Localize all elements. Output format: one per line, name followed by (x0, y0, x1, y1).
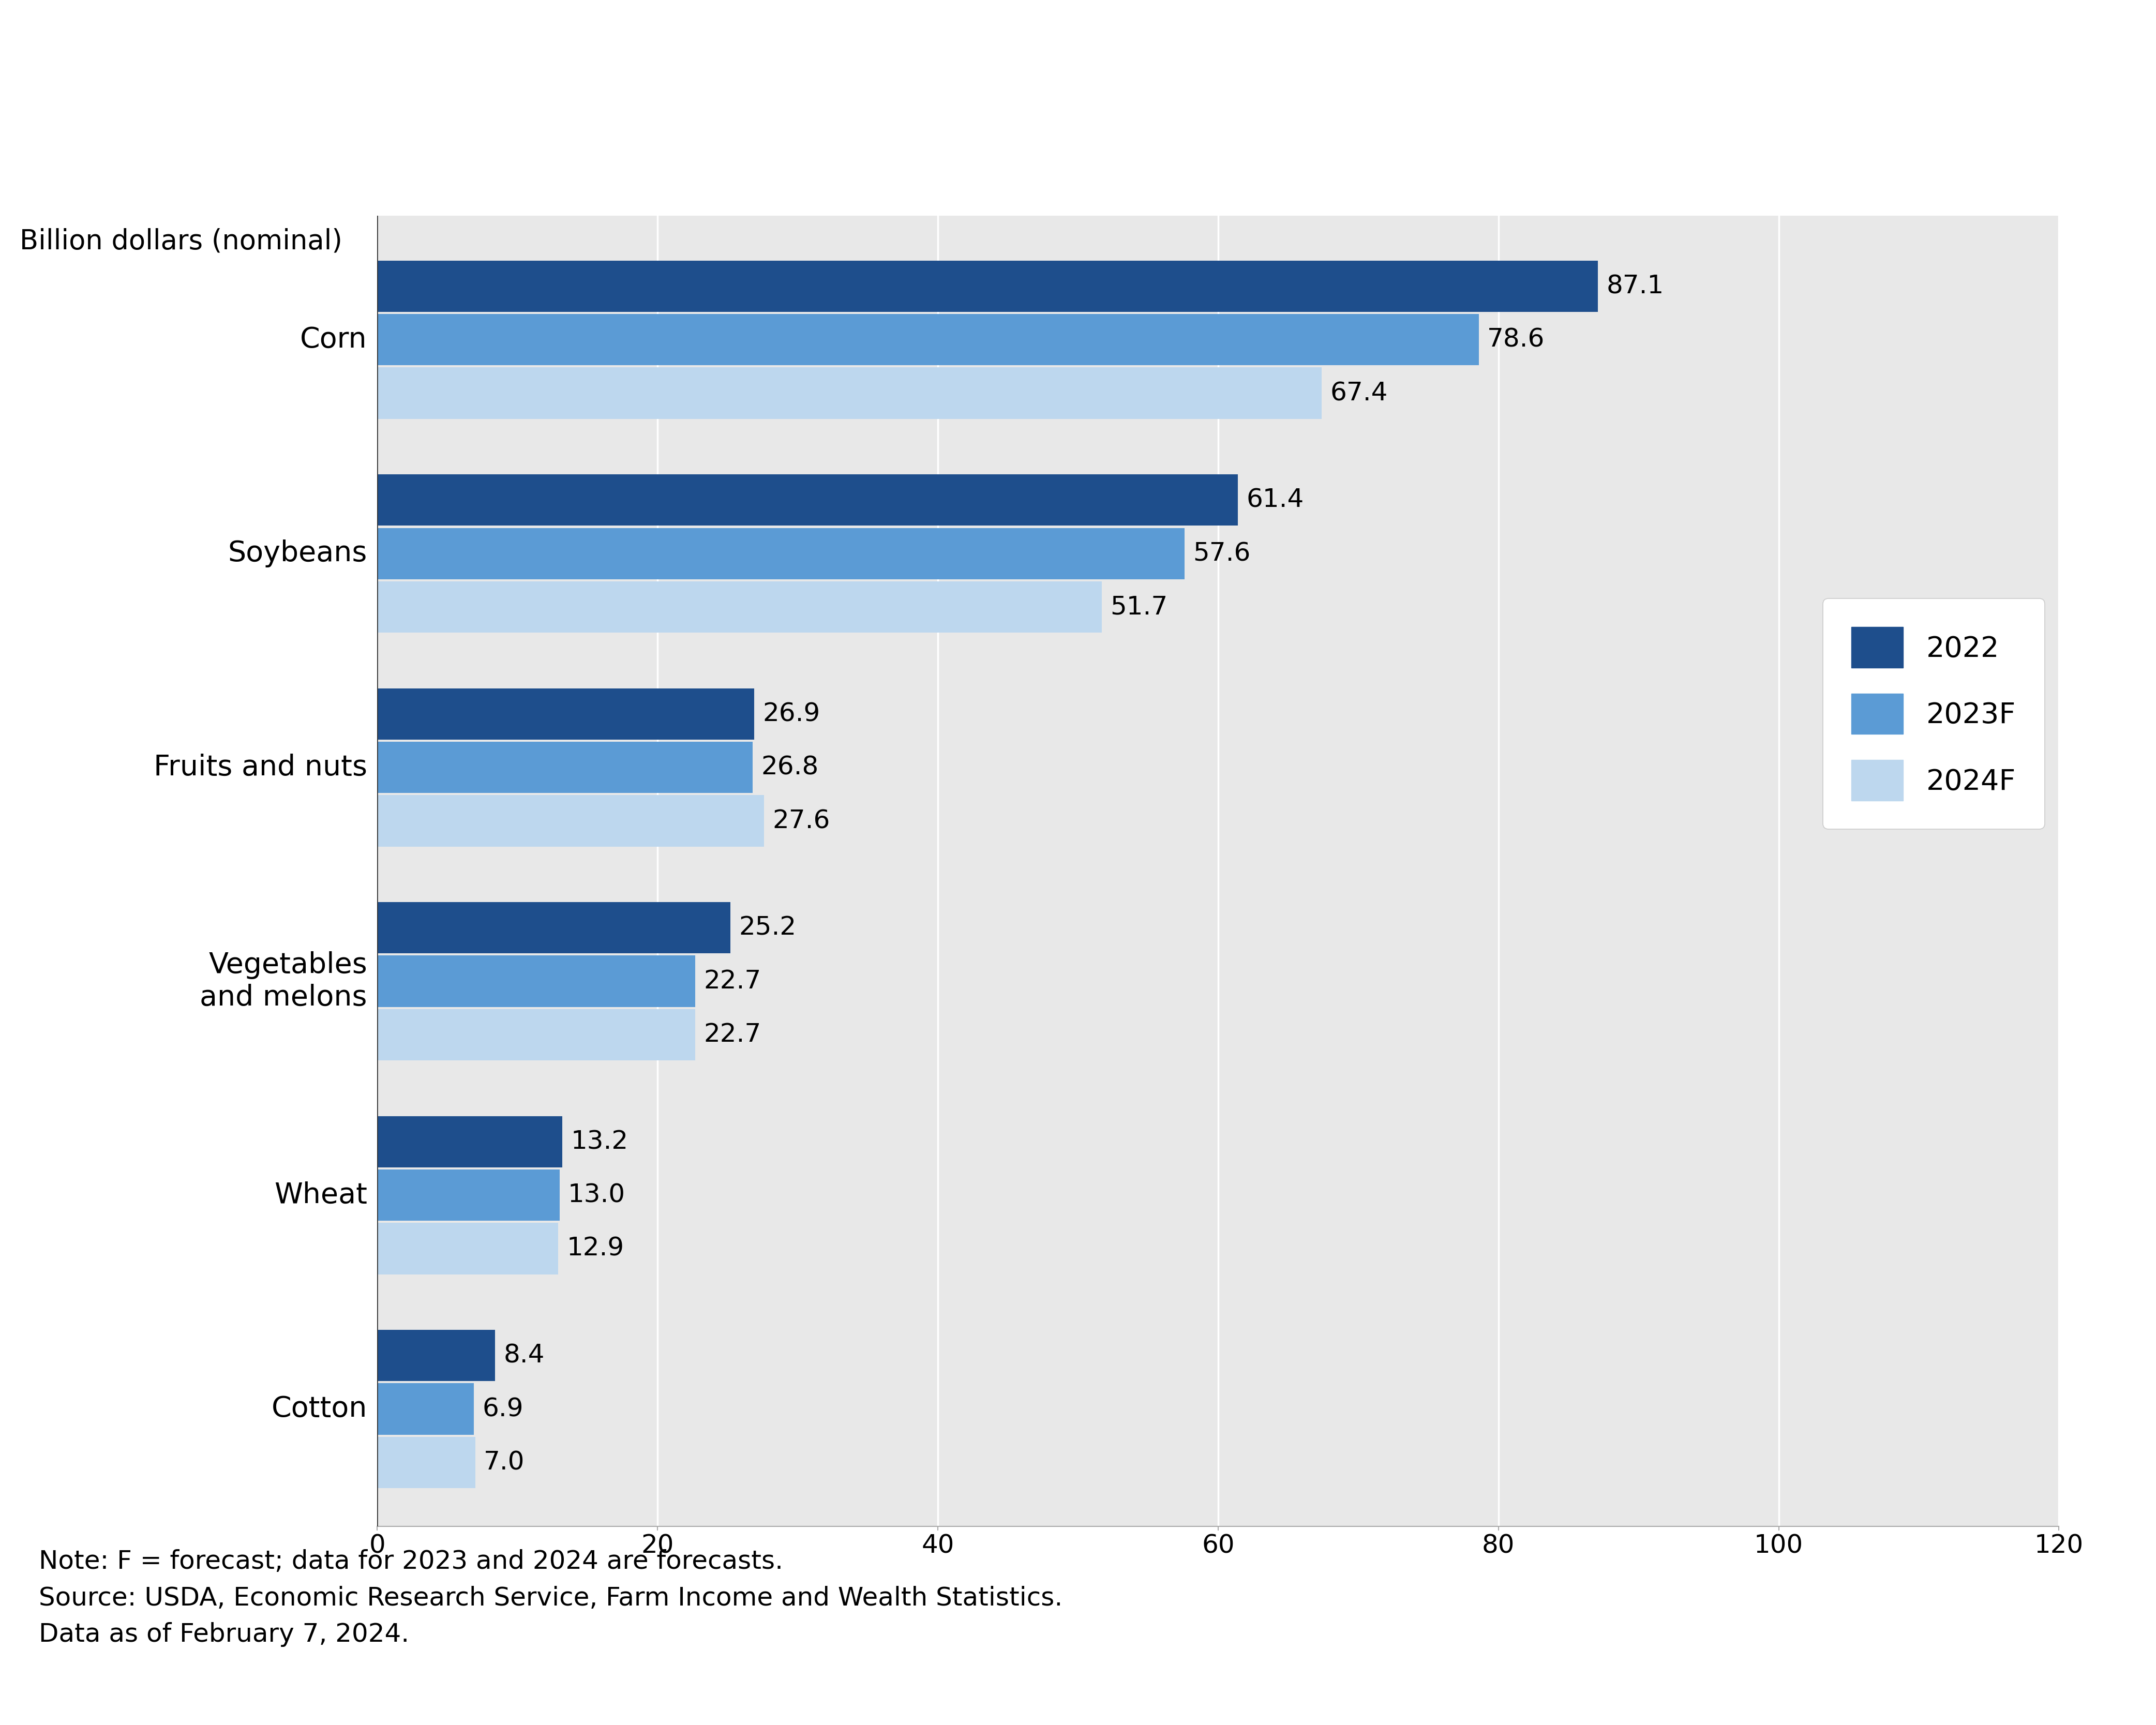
Bar (377, 795, 763, 847)
Bar (377, 1009, 696, 1061)
Text: 22.7: 22.7 (703, 1023, 761, 1047)
Bar (377, 902, 731, 954)
Text: 7.0: 7.0 (483, 1451, 524, 1475)
Text: 13.2: 13.2 (571, 1130, 627, 1154)
Text: 12.9: 12.9 (567, 1237, 623, 1261)
Bar (377, 1383, 474, 1435)
Bar (377, 314, 1479, 366)
Text: 27.6: 27.6 (772, 809, 830, 833)
Text: 26.8: 26.8 (761, 756, 819, 780)
Text: Note: F = forecast; data for 2023 and 2024 are forecasts.
Source: USDA, Economic: Note: F = forecast; data for 2023 and 20… (39, 1549, 1063, 1647)
Bar (377, 688, 755, 740)
Bar (377, 1330, 496, 1382)
Bar (377, 1223, 558, 1275)
Text: 61.4: 61.4 (1246, 488, 1304, 512)
Bar (377, 528, 1184, 580)
Bar (377, 581, 1102, 633)
Text: Billion dollars (nominal): Billion dollars (nominal) (19, 228, 343, 255)
Text: 87.1: 87.1 (1606, 274, 1664, 298)
Bar (377, 1437, 474, 1489)
Bar (377, 742, 752, 794)
Bar (377, 474, 1238, 526)
Text: U.S. cash receipts for selected crops, 2022–2024F: U.S. cash receipts for selected crops, 2… (39, 83, 1291, 126)
Text: 25.2: 25.2 (740, 916, 796, 940)
Bar (377, 1170, 561, 1221)
Text: 22.7: 22.7 (703, 969, 761, 994)
Text: 51.7: 51.7 (1110, 595, 1169, 619)
Text: 67.4: 67.4 (1330, 381, 1388, 405)
Legend: 2022, 2023F, 2024F: 2022, 2023F, 2024F (1822, 599, 2044, 830)
Bar (377, 260, 1598, 312)
Text: 13.0: 13.0 (567, 1183, 625, 1208)
Text: 6.9: 6.9 (483, 1397, 524, 1421)
Text: 78.6: 78.6 (1488, 328, 1546, 352)
Text: 8.4: 8.4 (505, 1344, 545, 1368)
Text: 57.6: 57.6 (1192, 542, 1250, 566)
Text: 26.9: 26.9 (763, 702, 819, 726)
Bar (377, 367, 1322, 419)
Bar (377, 1116, 563, 1168)
Bar (377, 956, 696, 1007)
